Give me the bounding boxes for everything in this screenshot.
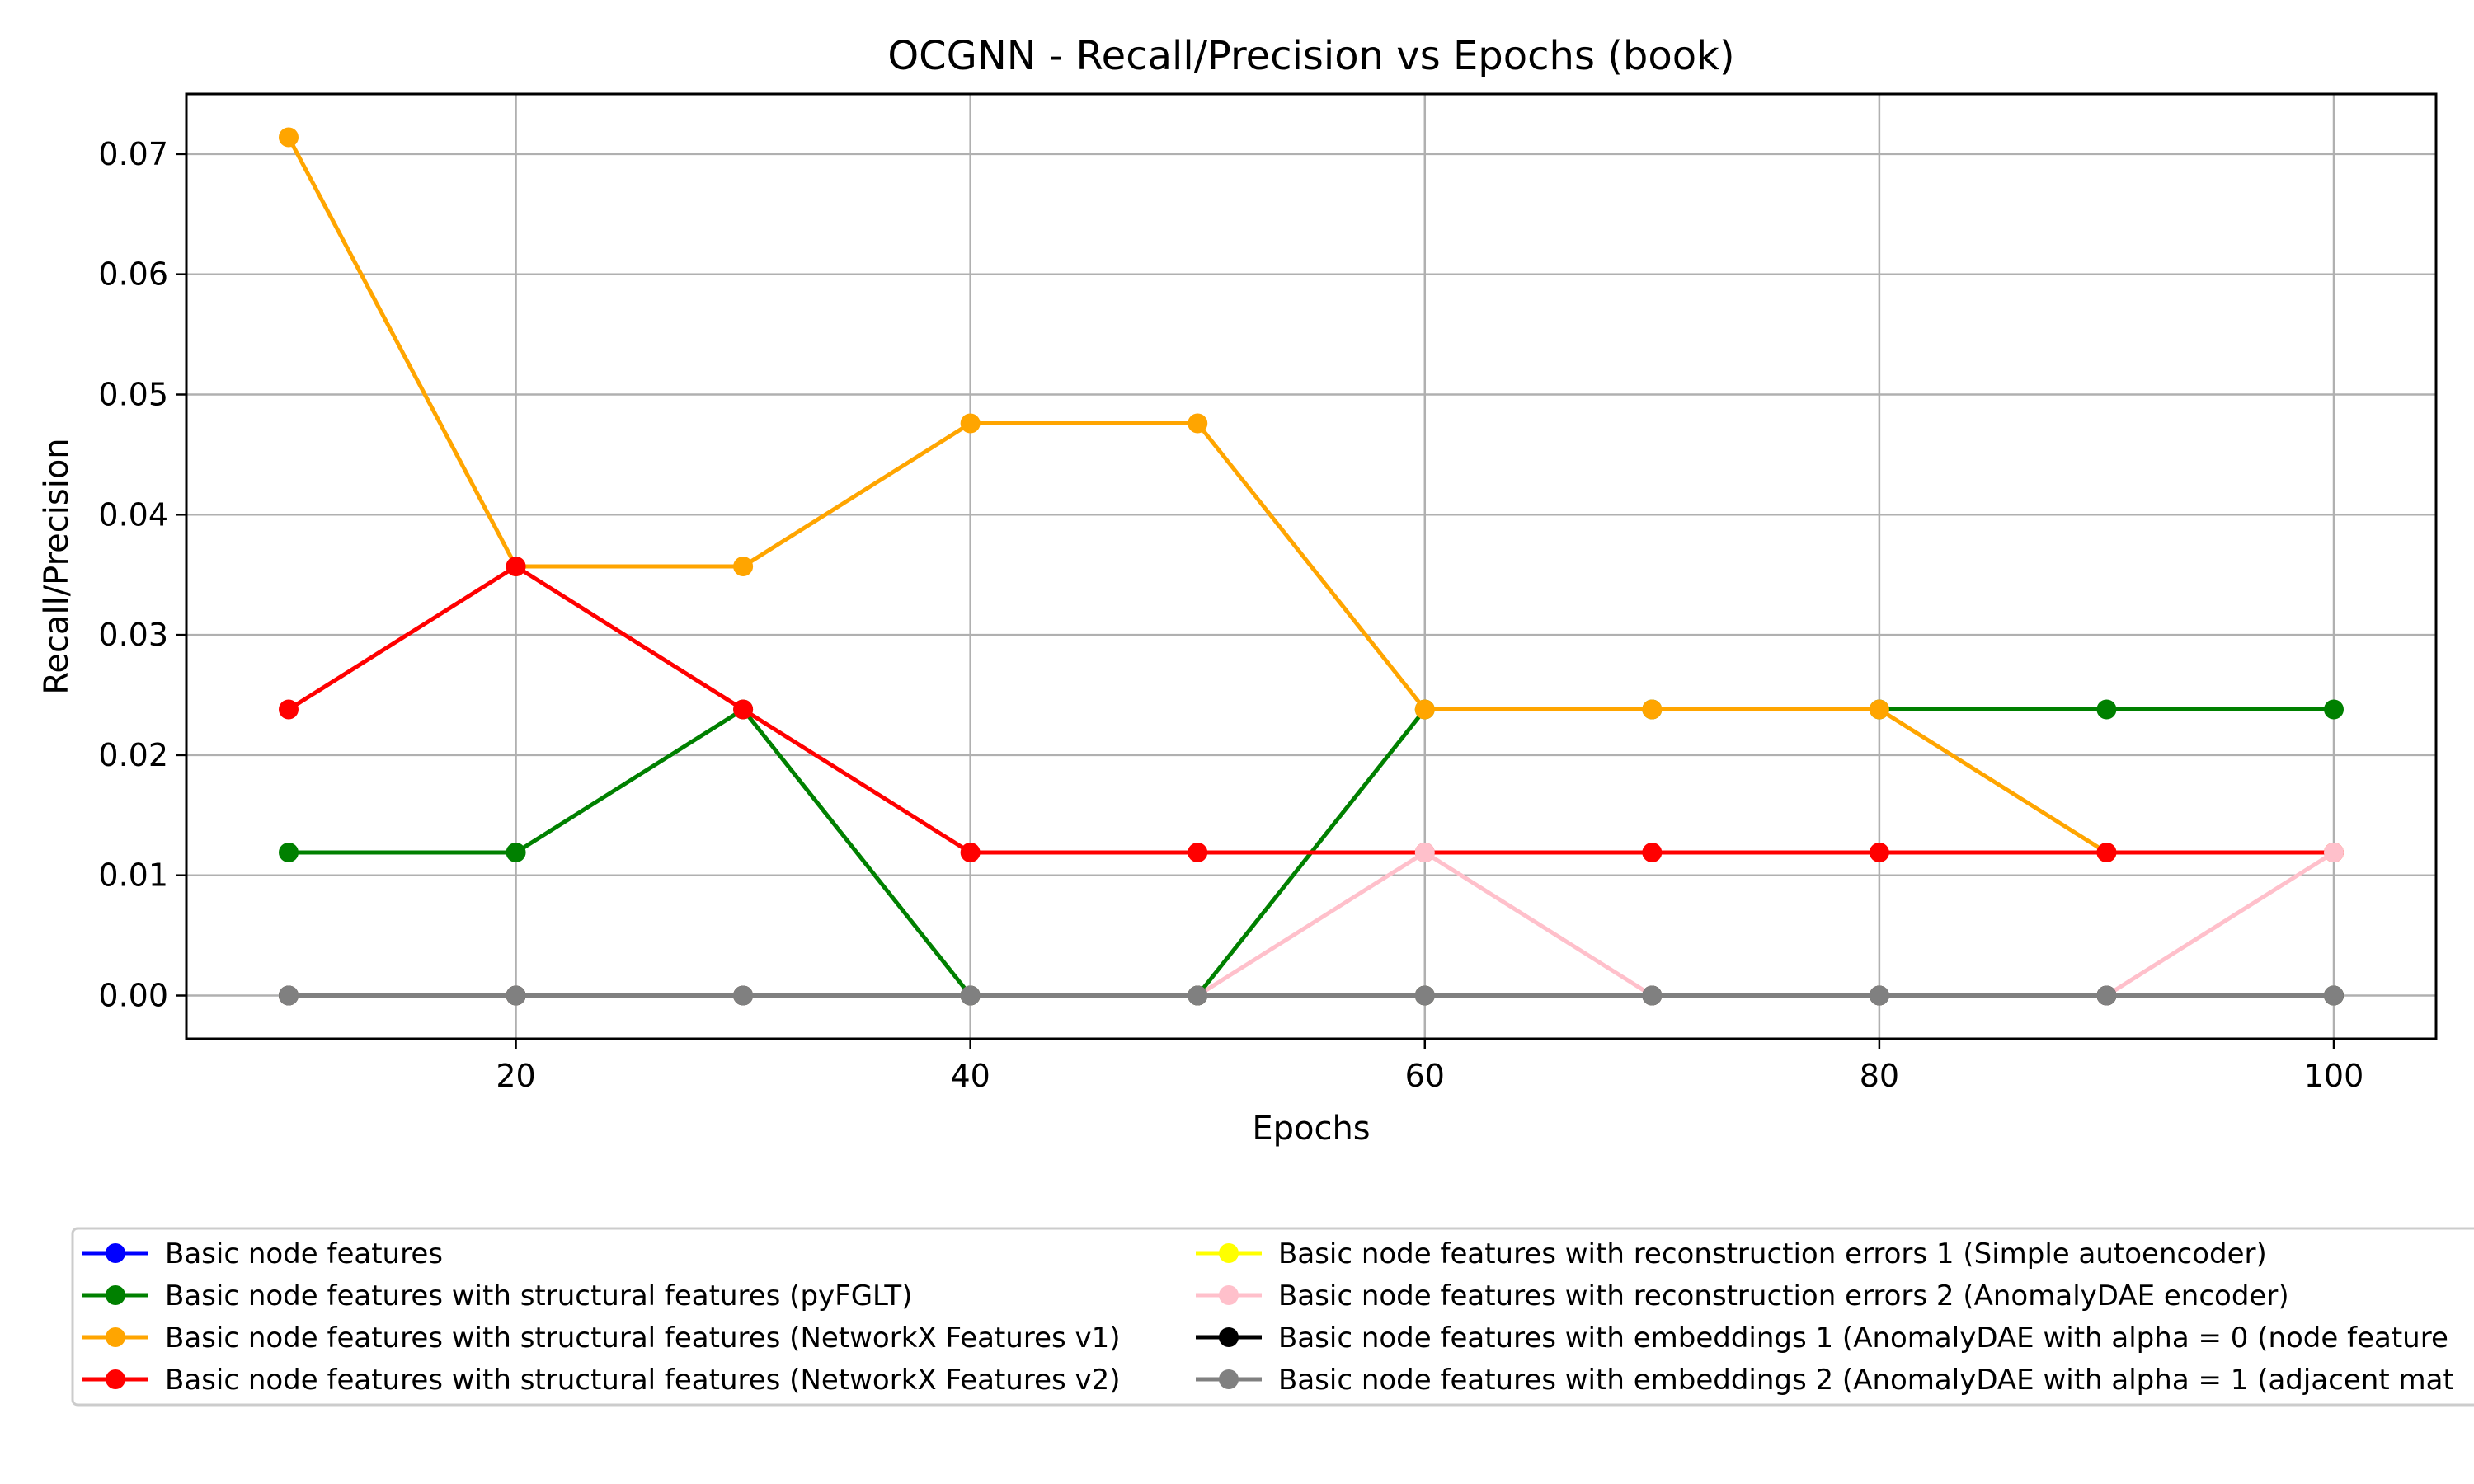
- y-tick-label: 0.03: [98, 617, 168, 653]
- data-point: [2096, 699, 2117, 720]
- data-point: [2324, 699, 2344, 720]
- legend-entry: Basic node features with structural feat…: [82, 1280, 912, 1313]
- plot-area-frame: [185, 92, 2438, 1040]
- data-point: [960, 413, 981, 434]
- chart-title: OCGNN - Recall/Precision vs Epochs (book…: [887, 33, 1734, 79]
- x-tick-label: 100: [2304, 1058, 2364, 1094]
- y-axis-label: Recall/Precision: [38, 438, 76, 694]
- legend-marker: [106, 1369, 125, 1389]
- data-point: [733, 699, 754, 720]
- legend-label: Basic node features: [165, 1237, 443, 1270]
- grid-lines: [186, 94, 2436, 1039]
- data-point: [2324, 843, 2344, 863]
- legend-label: Basic node features with reconstruction …: [1278, 1280, 2289, 1313]
- legend-entry: Basic node features with embeddings 2 (A…: [1196, 1364, 2454, 1397]
- data-point: [960, 985, 981, 1006]
- y-tick-label: 0.06: [98, 256, 168, 293]
- data-point: [1188, 843, 1208, 863]
- legend-label: Basic node features with embeddings 1 (A…: [1278, 1322, 2448, 1355]
- legend-label: Basic node features with structural feat…: [165, 1280, 912, 1313]
- legend-label: Basic node features with reconstruction …: [1278, 1237, 2267, 1270]
- series-line: [286, 136, 2334, 855]
- x-tick-label: 20: [496, 1058, 535, 1094]
- x-axis-label: Epochs: [1252, 1110, 1370, 1148]
- data-point: [1414, 985, 1435, 1006]
- x-tick-label: 80: [1860, 1058, 1899, 1094]
- legend-entry: Basic node features with reconstruction …: [1196, 1280, 2289, 1313]
- data-point: [1414, 843, 1435, 863]
- legend-label: Basic node features with structural feat…: [165, 1364, 1121, 1397]
- legend-marker: [106, 1327, 125, 1347]
- data-point: [279, 843, 299, 863]
- legend-marker: [1219, 1327, 1239, 1347]
- x-axis-ticks: 20 40 60 80 100: [496, 1039, 2363, 1094]
- data-point: [960, 843, 981, 863]
- data-point: [1642, 985, 1663, 1006]
- y-tick-label: 0.02: [98, 737, 168, 773]
- series-8: [279, 985, 2344, 1006]
- data-point: [279, 127, 299, 148]
- data-point: [506, 843, 526, 863]
- legend-label: Basic node features with embeddings 2 (A…: [1278, 1364, 2454, 1397]
- legend-marker: [106, 1285, 125, 1305]
- data-point: [506, 985, 526, 1006]
- x-tick-label: 40: [950, 1058, 990, 1094]
- series-layer: [279, 127, 2344, 1006]
- data-point: [2096, 843, 2117, 863]
- legend: Basic node features Basic node features w…: [71, 1227, 2474, 1407]
- data-point: [1869, 699, 1889, 720]
- legend-label: Basic node features with structural feat…: [165, 1322, 1121, 1355]
- data-point: [733, 985, 754, 1006]
- data-point: [2324, 985, 2344, 1006]
- legend-entry: Basic node features with embeddings 1 (A…: [1196, 1322, 2448, 1355]
- data-point: [279, 985, 299, 1006]
- data-point: [1642, 699, 1663, 720]
- legend-entry: Basic node features with structural feat…: [82, 1364, 1121, 1397]
- x-tick-label: 60: [1405, 1058, 1445, 1094]
- data-point: [279, 699, 299, 720]
- legend-entry: Basic node features with structural feat…: [82, 1322, 1121, 1355]
- series-line: [287, 564, 2334, 855]
- data-point: [2096, 985, 2117, 1006]
- data-point: [1414, 699, 1435, 720]
- y-tick-label: 0.05: [98, 377, 168, 413]
- y-axis-ticks: 0.00 0.01 0.02 0.03 0.04 0.05 0.06 0.07: [98, 136, 186, 1014]
- data-point: [733, 556, 754, 576]
- y-tick-label: 0.04: [98, 496, 168, 533]
- y-tick-label: 0.07: [98, 136, 168, 172]
- series-4: [279, 556, 2344, 863]
- data-point: [1869, 985, 1889, 1006]
- data-point: [1642, 843, 1663, 863]
- y-tick-label: 0.01: [98, 857, 168, 894]
- legend-entry: Basic node features: [82, 1237, 443, 1270]
- data-point: [1188, 985, 1208, 1006]
- data-point: [1869, 843, 1889, 863]
- legend-marker: [106, 1243, 125, 1263]
- data-point: [1188, 413, 1208, 434]
- legend-marker: [1219, 1285, 1239, 1305]
- legend-marker: [1219, 1243, 1239, 1263]
- legend-entry: Basic node features with reconstruction …: [1196, 1237, 2267, 1270]
- y-tick-label: 0.00: [98, 978, 168, 1014]
- legend-frame: [71, 1227, 2474, 1407]
- legend-marker: [1219, 1369, 1239, 1389]
- data-point: [506, 556, 526, 576]
